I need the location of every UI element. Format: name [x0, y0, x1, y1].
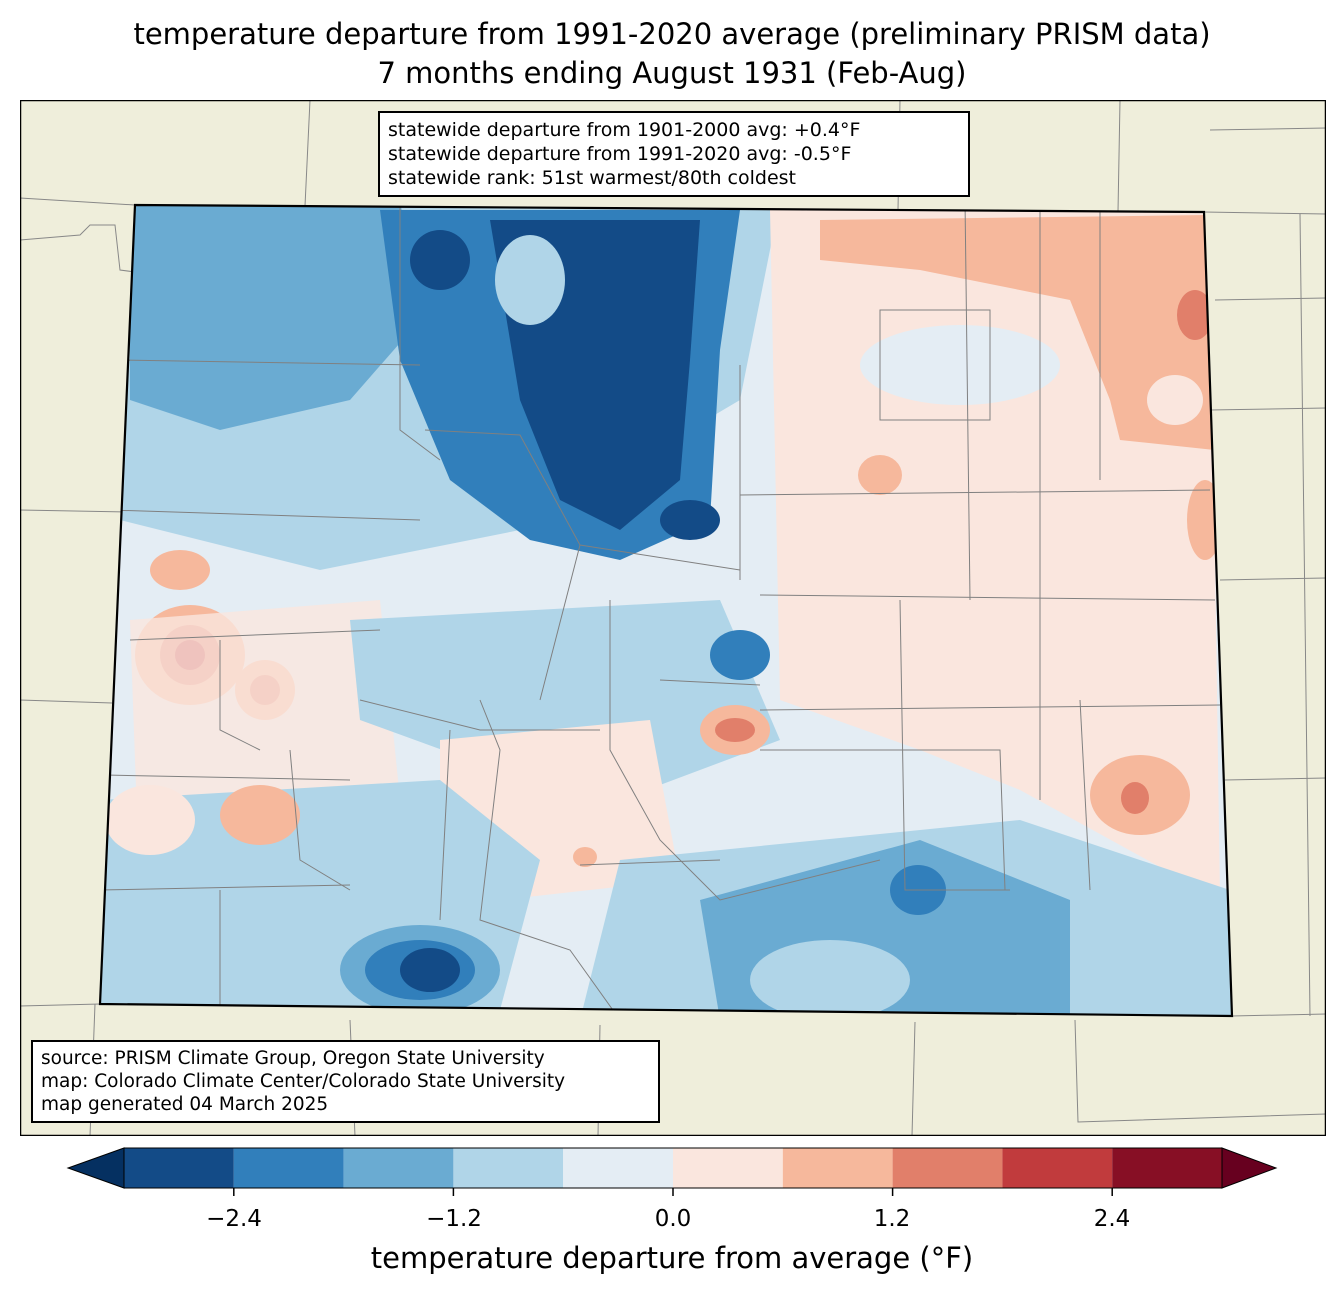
colorbar-tick-label: 2.4 — [1093, 1206, 1131, 1232]
map-frame — [20, 100, 1326, 1136]
stats-line2: statewide departure from 1991-2020 avg: … — [388, 143, 852, 165]
colorbar-bin — [453, 1148, 564, 1188]
statewide-stats-box: statewide departure from 1901-2000 avg: … — [378, 111, 970, 197]
colorbar-under-extension — [66, 1147, 125, 1189]
colorbar-bin — [673, 1148, 783, 1188]
colorbar-bin — [233, 1148, 344, 1188]
colorbar-over-extension — [1221, 1147, 1278, 1189]
source-box: source: PRISM Climate Group, Oregon Stat… — [31, 1040, 660, 1123]
source-line1: source: PRISM Climate Group, Oregon Stat… — [41, 1048, 545, 1069]
map-title-line2: 7 months ending August 1931 (Feb-Aug) — [377, 56, 967, 90]
colorbar-bin — [343, 1148, 454, 1188]
colorbar-bin — [892, 1148, 1003, 1188]
county-lines — [100, 205, 1221, 1016]
colorbar-bin — [563, 1148, 673, 1188]
temperature-departure-map — [20, 100, 1326, 1136]
colorbar-tick-label: 0.0 — [654, 1206, 692, 1232]
temperature-field — [100, 205, 1232, 1016]
map-title-line1: temperature departure from 1991-2020 ave… — [133, 17, 1211, 51]
stats-line1: statewide departure from 1901-2000 avg: … — [388, 119, 861, 141]
colorado-border — [98, 203, 1234, 1018]
colorbar-bin — [1002, 1148, 1113, 1188]
colorbar-tick-label: −1.2 — [426, 1206, 482, 1232]
colorbar-bin — [124, 1148, 234, 1188]
colorbar-tick-label: 1.2 — [873, 1206, 911, 1232]
colorbar-label: temperature departure from average (°F) — [370, 1241, 974, 1275]
colorbar-bin — [1112, 1148, 1222, 1188]
source-line2: map: Colorado Climate Center/Colorado St… — [41, 1071, 566, 1092]
stats-line3: statewide rank: 51st warmest/80th coldes… — [388, 167, 797, 189]
colorbar — [66, 1147, 1278, 1196]
colorbar-bin — [782, 1148, 893, 1188]
source-line3: map generated 04 March 2025 — [41, 1094, 329, 1115]
colorbar-tick-label: −2.4 — [206, 1206, 262, 1232]
